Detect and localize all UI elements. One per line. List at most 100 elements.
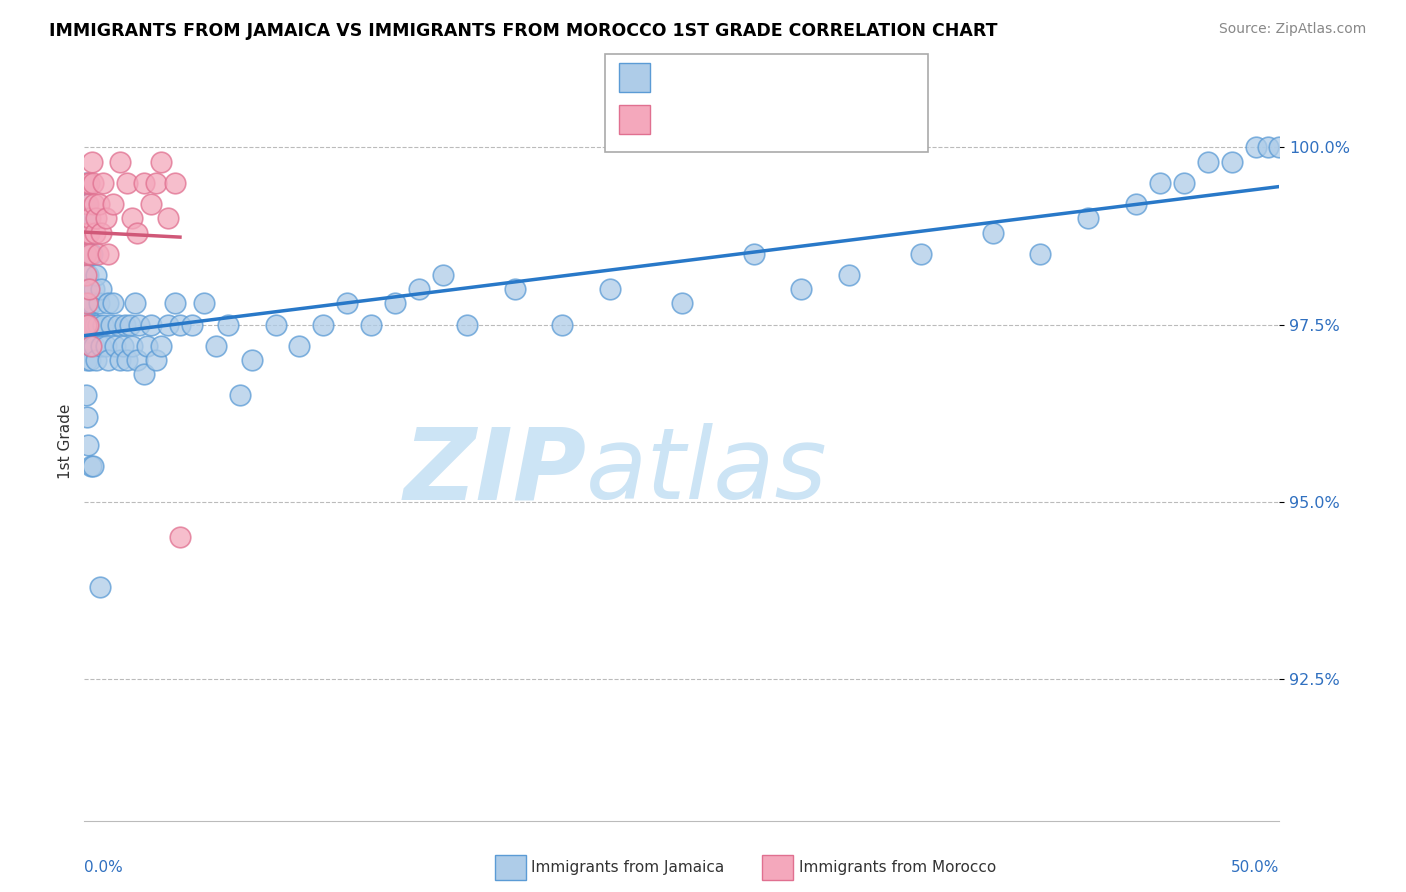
Point: [76, 226, 98, 240]
Text: R = 0.300   N = 96: R = 0.300 N = 96: [658, 69, 842, 87]
Point: [165, 176, 187, 190]
Point: [169, 318, 191, 332]
Point: [384, 296, 406, 310]
Point: [141, 197, 163, 211]
Point: [97, 246, 120, 260]
Point: [75, 176, 97, 190]
Point: [86, 246, 108, 260]
Point: [76, 296, 98, 310]
Point: [408, 282, 430, 296]
Point: [80, 246, 103, 260]
Point: [97, 296, 120, 310]
Point: [121, 339, 143, 353]
Point: [97, 353, 120, 368]
Point: [75, 318, 97, 332]
Text: Immigrants from Morocco: Immigrants from Morocco: [799, 861, 995, 875]
Point: [89, 580, 111, 594]
Point: [93, 318, 115, 332]
Point: [551, 318, 574, 332]
Point: [90, 282, 112, 296]
Text: R = 0.476   N = 37: R = 0.476 N = 37: [658, 111, 842, 128]
Point: [288, 339, 311, 353]
Point: [1220, 154, 1243, 169]
Point: [87, 296, 110, 310]
Point: [1197, 154, 1219, 169]
Point: [118, 318, 141, 332]
Point: [149, 339, 172, 353]
Point: [838, 268, 860, 282]
Point: [117, 176, 139, 190]
Point: [111, 339, 134, 353]
Point: [169, 530, 191, 544]
Point: [79, 246, 101, 260]
Text: atlas: atlas: [586, 424, 828, 520]
Point: [671, 296, 693, 310]
Point: [77, 282, 100, 296]
Point: [79, 246, 101, 260]
Point: [336, 296, 359, 310]
Point: [132, 368, 156, 382]
Point: [1268, 140, 1291, 154]
Point: [80, 339, 103, 353]
Point: [217, 318, 239, 332]
Point: [80, 339, 103, 353]
Point: [135, 339, 157, 353]
Point: [77, 211, 100, 226]
Point: [86, 211, 108, 226]
Point: [77, 268, 100, 282]
Text: ZIP: ZIP: [404, 424, 586, 520]
Point: [79, 296, 101, 310]
Point: [1257, 140, 1279, 154]
Point: [86, 353, 108, 368]
Text: 0.0%: 0.0%: [84, 860, 124, 875]
Point: [79, 459, 101, 474]
Point: [101, 197, 124, 211]
Point: [90, 226, 112, 240]
Point: [599, 282, 621, 296]
Point: [75, 296, 97, 310]
Point: [76, 339, 98, 353]
Point: [1125, 197, 1147, 211]
Point: [84, 226, 107, 240]
Point: [77, 438, 100, 452]
Point: [104, 339, 127, 353]
Point: [83, 282, 105, 296]
Point: [76, 246, 98, 260]
Point: [75, 388, 97, 402]
Point: [76, 176, 98, 190]
Point: [75, 318, 97, 332]
Point: [75, 268, 97, 282]
Point: [114, 318, 136, 332]
Point: [77, 211, 100, 226]
Point: [229, 388, 252, 402]
Point: [86, 268, 108, 282]
Point: [107, 318, 129, 332]
Point: [128, 318, 150, 332]
Point: [149, 154, 172, 169]
Point: [77, 282, 100, 296]
Point: [1077, 211, 1099, 226]
Point: [124, 296, 146, 310]
Point: [312, 318, 335, 332]
Point: [76, 226, 98, 240]
Point: [82, 176, 104, 190]
Point: [503, 282, 526, 296]
Point: [76, 197, 98, 211]
Point: [79, 353, 101, 368]
Point: [742, 246, 765, 260]
Point: [82, 459, 104, 474]
Point: [83, 339, 105, 353]
Point: [110, 154, 132, 169]
Point: [84, 318, 107, 332]
Point: [141, 318, 163, 332]
Point: [121, 211, 143, 226]
Point: [77, 310, 100, 325]
Point: [83, 197, 105, 211]
Point: [76, 409, 98, 424]
Point: [87, 197, 110, 211]
Point: [100, 318, 122, 332]
Point: [77, 197, 100, 211]
Point: [240, 353, 263, 368]
Point: [145, 353, 167, 368]
Point: [80, 296, 103, 310]
